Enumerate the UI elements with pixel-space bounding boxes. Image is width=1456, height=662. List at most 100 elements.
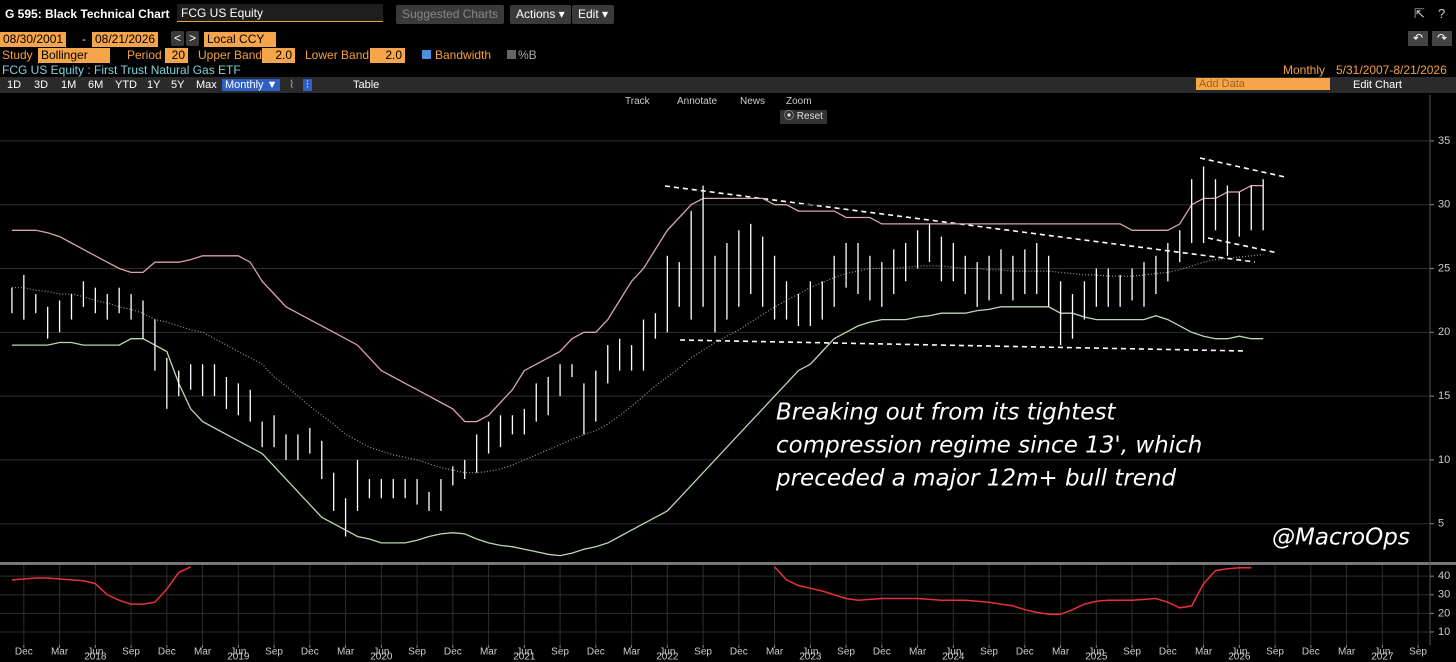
x-tick-label: Dec — [730, 647, 748, 658]
reset-button[interactable]: ⦿ Reset — [780, 110, 827, 124]
year-label: 2019 — [227, 652, 250, 662]
period-label: Period — [127, 48, 162, 62]
tool-button[interactable]: News — [740, 96, 766, 107]
date-range: 5/31/2007-8/21/2026 — [1336, 63, 1447, 77]
x-tick-label: Mar — [1052, 647, 1070, 658]
help-icon[interactable]: ? — [1438, 6, 1446, 21]
end-date[interactable]: 08/21/2026 — [92, 32, 159, 47]
x-tick-label: Jun — [659, 647, 675, 658]
upper-band-input[interactable]: 2.0 — [262, 48, 295, 63]
table-button[interactable]: Table — [353, 79, 380, 91]
frequency-button[interactable]: Monthly ▼ — [222, 79, 281, 91]
year-label: 2026 — [1228, 652, 1251, 662]
watermark: @MacroOps — [1272, 525, 1410, 551]
lower-band-input[interactable]: 2.0 — [370, 48, 405, 63]
edit-chart-button[interactable]: Edit Chart — [1353, 79, 1402, 91]
period-button[interactable]: 5Y — [171, 79, 185, 91]
add-data-input[interactable]: Add Data — [1196, 78, 1330, 90]
y-tick-label: 30 — [1438, 589, 1450, 601]
year-label: 2020 — [370, 652, 393, 662]
x-tick-label: Jun — [87, 647, 103, 658]
period-button[interactable]: YTD — [115, 79, 137, 91]
undo-button[interactable]: ↶ — [1408, 31, 1429, 46]
next-button[interactable]: > — [186, 31, 200, 46]
x-tick-label: Dec — [587, 647, 605, 658]
tool-button[interactable]: Annotate — [677, 96, 718, 107]
year-label: 2027 — [1371, 652, 1394, 662]
bandwidth-label: Bandwidth — [435, 48, 492, 62]
period-button[interactable]: 1Y — [147, 79, 161, 91]
x-tick-label: Jun — [1231, 647, 1247, 658]
ticker-input[interactable]: FCG US Equity — [177, 4, 383, 22]
frequency-label: Monthly — [1283, 63, 1326, 77]
x-tick-label: Dec — [15, 647, 33, 658]
x-tick-label: Jun — [230, 647, 246, 658]
suggested-charts[interactable]: Suggested Charts — [396, 5, 505, 24]
trend-line — [1199, 157, 1286, 178]
x-tick-label: Sep — [694, 647, 712, 658]
period-button[interactable]: 1D — [7, 79, 22, 91]
year-label: 2023 — [799, 652, 822, 662]
line-icon[interactable]: ⌇ — [289, 79, 295, 91]
period-button[interactable]: 6M — [88, 79, 104, 91]
pctb-checkbox[interactable] — [507, 50, 516, 59]
x-tick-label: Mar — [1338, 647, 1356, 658]
start-date[interactable]: 08/30/2001 — [0, 32, 67, 47]
bandwidth-checkbox[interactable] — [422, 50, 431, 59]
y-tick-label: 30 — [1438, 199, 1450, 211]
y-tick-label: 20 — [1438, 607, 1450, 619]
study-label: Study — [2, 48, 33, 62]
year-label: 2022 — [656, 652, 679, 662]
redo-button[interactable]: ↷ — [1432, 31, 1453, 46]
edit-menu[interactable]: Edit ▾ — [572, 5, 615, 24]
pctb-label: %B — [518, 48, 537, 62]
x-tick-label: Dec — [1016, 647, 1034, 658]
annotation: preceded a major 12m+ bull trend — [775, 466, 1177, 492]
x-tick-label: Dec — [444, 647, 462, 658]
period-button[interactable]: 1M — [61, 79, 77, 91]
x-tick-label: Dec — [301, 647, 319, 658]
x-tick-label: Mar — [480, 647, 498, 658]
tool-button[interactable]: Zoom — [786, 96, 812, 107]
period-button[interactable]: Max — [196, 79, 217, 91]
bollinger-band — [11, 306, 1264, 557]
x-tick-label: Sep — [980, 647, 998, 658]
tool-button[interactable]: Track — [625, 96, 650, 107]
lower-band-label: Lower Band — [305, 48, 370, 62]
actions-menu[interactable]: Actions ▾ — [510, 5, 571, 24]
x-tick-label: Sep — [1409, 647, 1427, 658]
x-tick-label: Jun — [945, 647, 961, 658]
x-tick-label: Jun — [802, 647, 818, 658]
year-label: 2025 — [1085, 652, 1108, 662]
year-label: 2024 — [942, 652, 965, 662]
bar-icon[interactable]: ⫶ — [303, 79, 312, 91]
upper-band-label: Upper Band — [198, 48, 263, 62]
window-title: G 595: Black Technical Chart — [5, 7, 170, 21]
x-tick-label: Mar — [909, 647, 927, 658]
x-tick-label: Jun — [1374, 647, 1390, 658]
export-icon[interactable]: ⇱ — [1414, 6, 1425, 21]
currency-select[interactable]: Local CCY — [204, 32, 276, 47]
x-tick-label: Sep — [408, 647, 426, 658]
period-input[interactable]: 20 — [165, 48, 188, 63]
x-tick-label: Jun — [1088, 647, 1104, 658]
bandwidth-line — [11, 566, 1252, 616]
prev-button[interactable]: < — [171, 31, 185, 46]
y-tick-label: 15 — [1438, 390, 1450, 402]
study-select[interactable]: Bollinger — [38, 48, 110, 63]
period-button[interactable]: 3D — [34, 79, 49, 91]
x-tick-label: Mar — [623, 647, 641, 658]
x-tick-label: Mar — [766, 647, 784, 658]
x-tick-label: Sep — [122, 647, 140, 658]
y-tick-label: 20 — [1438, 326, 1450, 338]
x-tick-label: Dec — [873, 647, 891, 658]
x-tick-label: Mar — [1195, 647, 1213, 658]
security-name: FCG US Equity : First Trust Natural Gas … — [2, 63, 241, 77]
x-tick-label: Sep — [1266, 647, 1284, 658]
x-tick-label: Mar — [194, 647, 212, 658]
x-tick-label: Dec — [158, 647, 176, 658]
trend-line — [1207, 237, 1279, 254]
